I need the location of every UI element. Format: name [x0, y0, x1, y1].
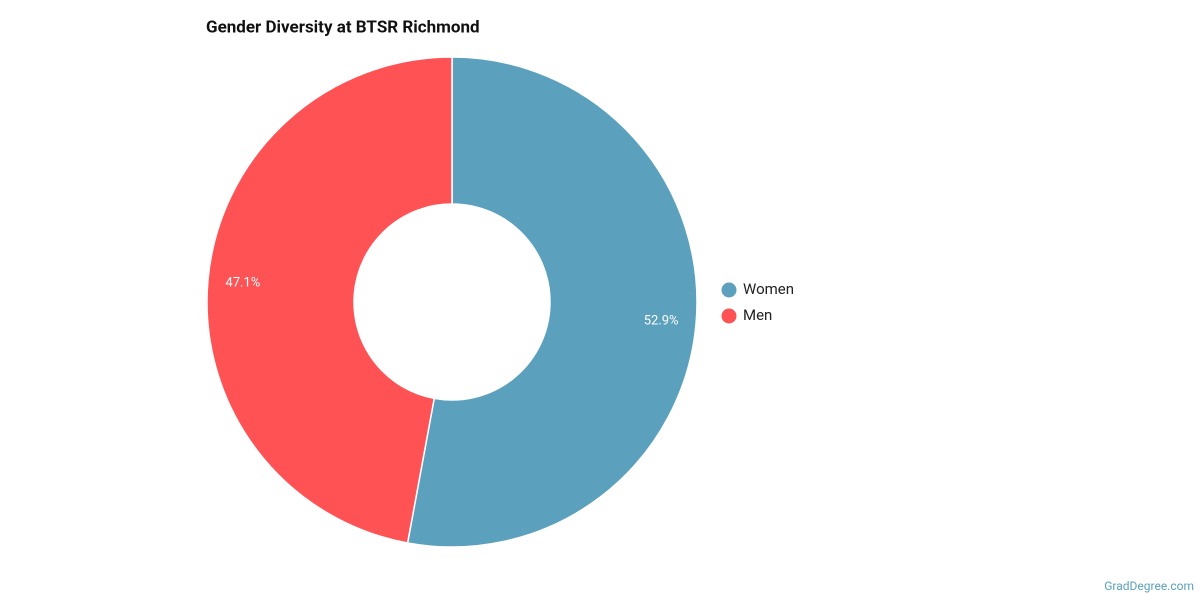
donut-slice	[206, 56, 453, 544]
data-label: 47.1%	[225, 275, 260, 290]
legend-marker	[721, 282, 737, 298]
watermark: GradDegree.com	[1104, 579, 1194, 593]
data-label: 52.9%	[644, 314, 679, 329]
donut-slice	[406, 56, 698, 548]
chart-title: Gender Diversity at BTSR Richmond	[206, 17, 480, 37]
legend-label: Men	[743, 306, 772, 324]
legend-label: Women	[743, 280, 794, 298]
legend-marker	[721, 308, 737, 324]
